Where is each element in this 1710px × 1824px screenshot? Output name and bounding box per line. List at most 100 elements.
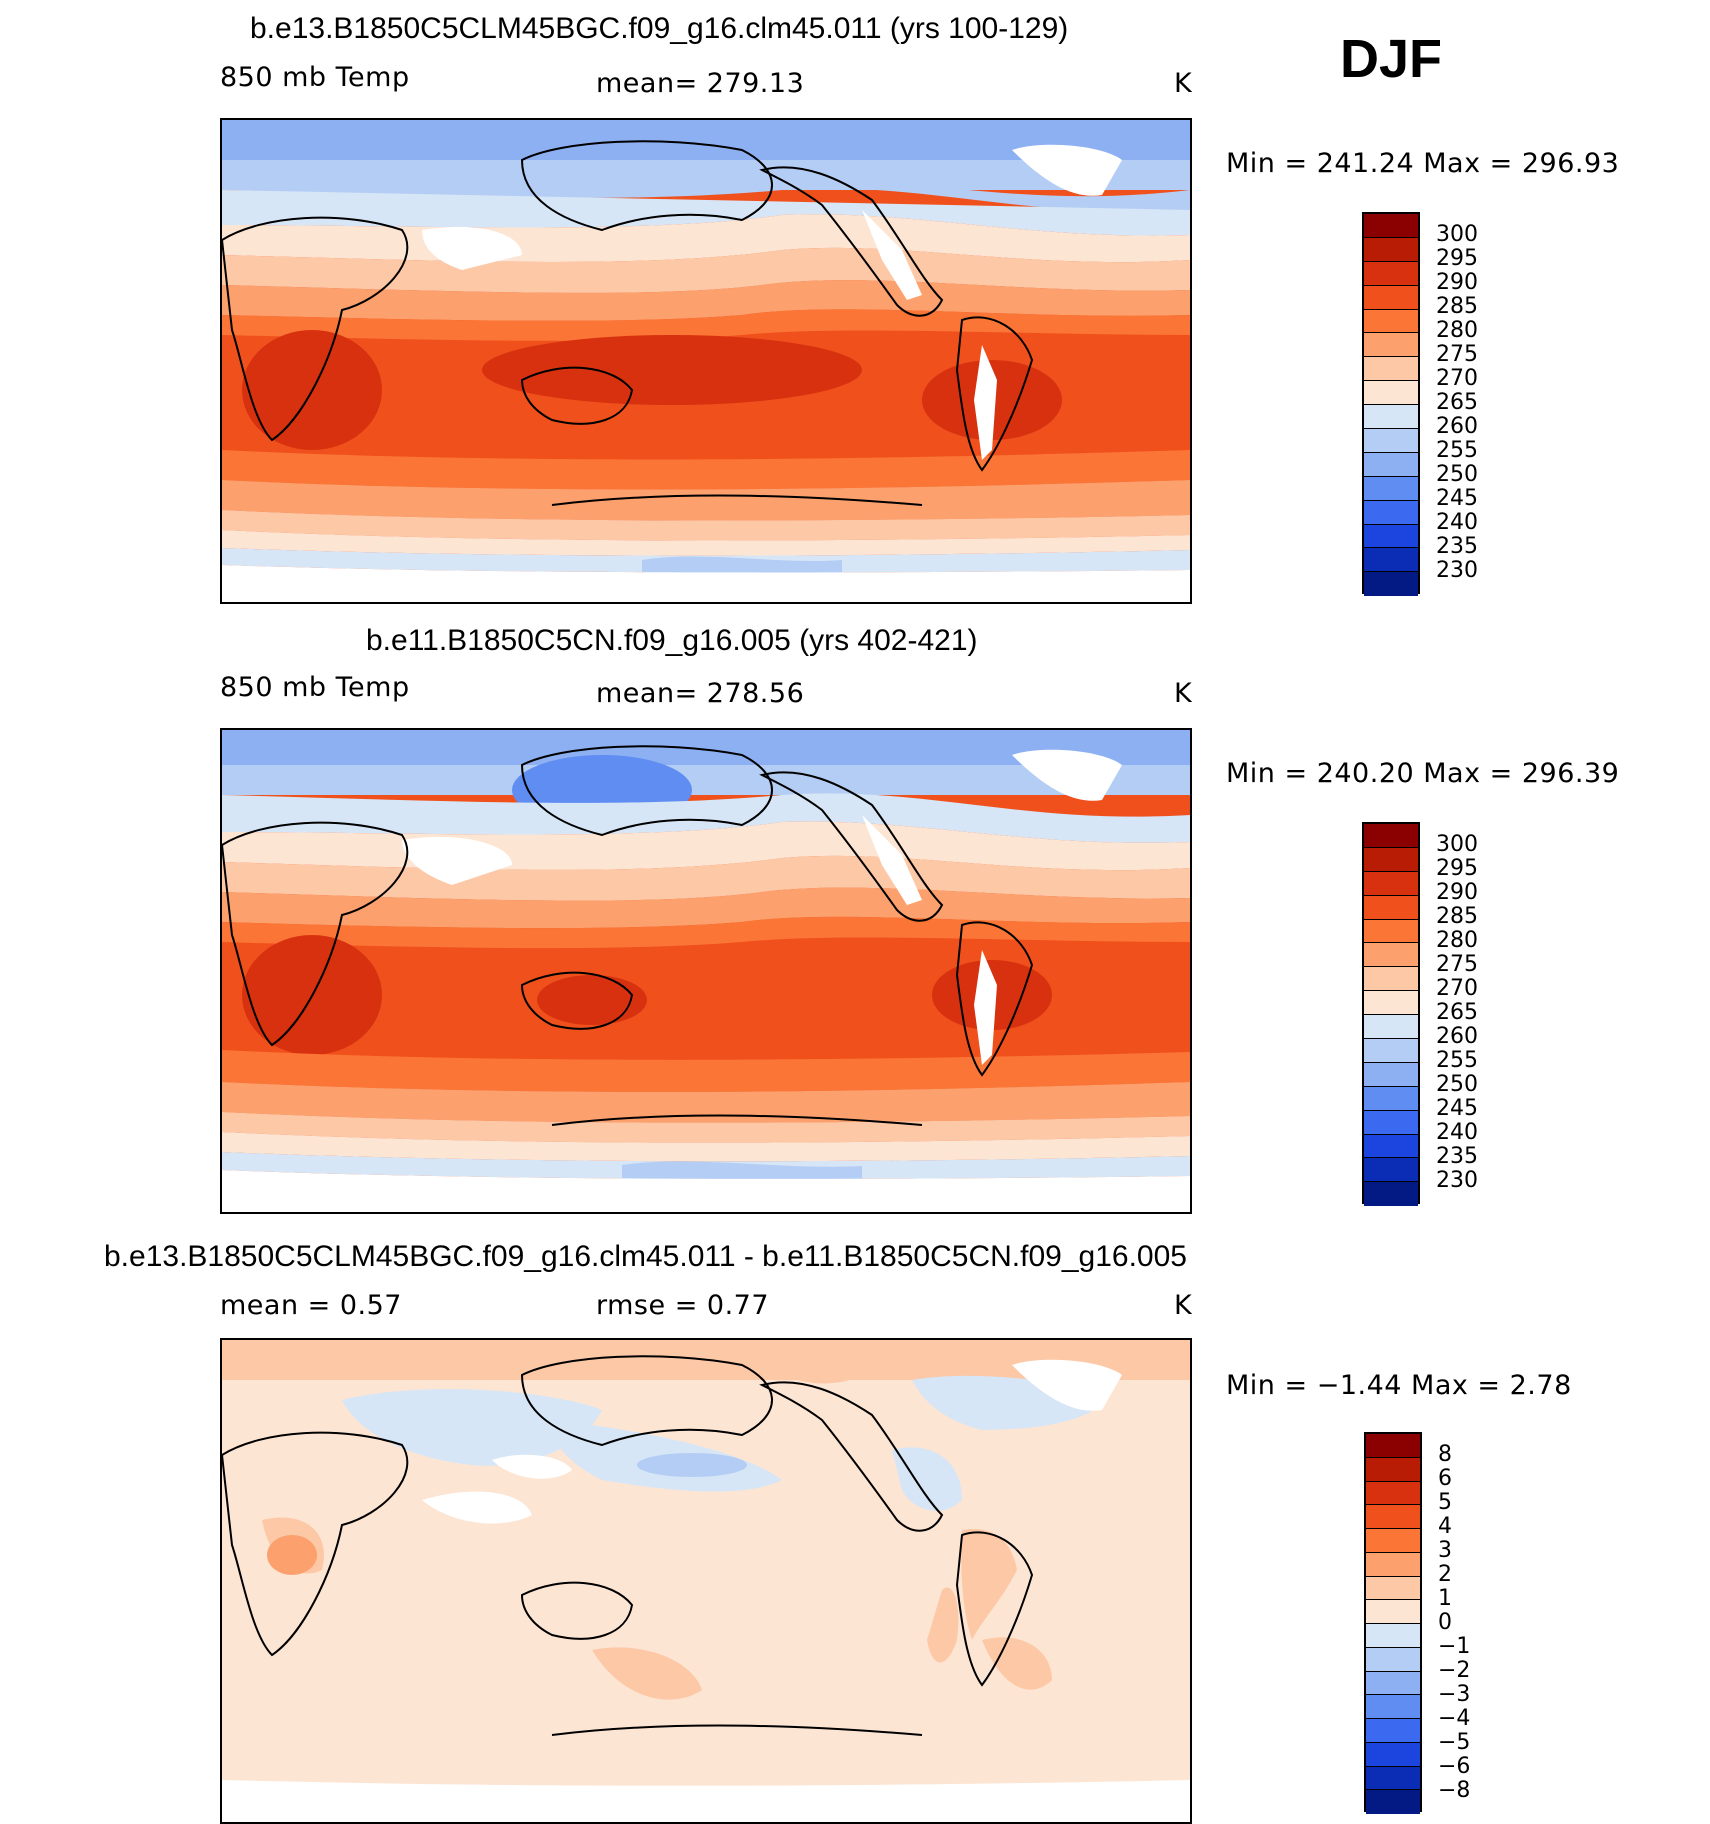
colorbar-tick-label: 290	[1436, 270, 1478, 295]
colorbar-cell	[1364, 500, 1418, 525]
colorbar-tick-label: 240	[1436, 510, 1478, 535]
panel3-mean: mean = 0.57	[220, 1290, 402, 1321]
colorbar-cell	[1364, 1039, 1418, 1063]
colorbar-cell	[1364, 357, 1418, 382]
colorbar-tick-label: 265	[1436, 390, 1478, 415]
colorbar-tick-label: −3	[1438, 1682, 1471, 1707]
colorbar-cell	[1364, 333, 1418, 358]
colorbar-tick-label: 1	[1438, 1586, 1452, 1611]
colorbar-cell	[1366, 1529, 1420, 1553]
colorbar-cell	[1364, 237, 1418, 262]
panel2-units: K	[1174, 678, 1193, 709]
colorbar-cell	[1364, 919, 1418, 944]
panel2-minmax: Min = 240.20 Max = 296.39	[1226, 758, 1620, 789]
colorbar-cell	[1366, 1647, 1420, 1672]
colorbar-tick-label: −4	[1438, 1706, 1471, 1731]
panel1-title: b.e13.B1850C5CLM45BGC.f09_g16.clm45.011 …	[250, 12, 1069, 45]
colorbar-tick-label: 275	[1436, 342, 1478, 367]
colorbar-cell	[1364, 1182, 1418, 1207]
colorbar-cell	[1364, 524, 1418, 549]
colorbar-cell	[1364, 991, 1418, 1016]
panel2-mean: mean= 278.56	[596, 678, 805, 709]
colorbar-tick-label: −6	[1438, 1754, 1471, 1779]
colorbar-tick-label: 270	[1436, 976, 1478, 1001]
colorbar-cell	[1364, 214, 1418, 238]
panel3-units: K	[1174, 1290, 1193, 1321]
colorbar-cell	[1364, 943, 1418, 968]
colorbar-tick-label: 265	[1436, 1000, 1478, 1025]
colorbar-cell	[1364, 824, 1418, 848]
panel1-variable: 850 mb Temp	[220, 62, 410, 93]
panel2-variable: 850 mb Temp	[220, 672, 410, 703]
colorbar-cell	[1364, 381, 1418, 406]
colorbar-cell	[1364, 452, 1418, 477]
colorbar-tick-label: 300	[1436, 222, 1478, 247]
colorbar-tick-label: 250	[1436, 1072, 1478, 1097]
colorbar-cell	[1366, 1624, 1420, 1648]
colorbar-cell	[1364, 476, 1418, 501]
colorbar-tick-label: 230	[1436, 1168, 1478, 1193]
colorbar-tick-label: 2	[1438, 1562, 1452, 1587]
colorbar-tick-label: 245	[1436, 1096, 1478, 1121]
season-label: DJF	[1340, 29, 1443, 89]
colorbar-cell	[1366, 1766, 1420, 1791]
colorbar-tick-label: 235	[1436, 1144, 1478, 1169]
colorbar-cell	[1364, 1134, 1418, 1159]
colorbar-cell	[1364, 548, 1418, 573]
colorbar-tick-label: 260	[1436, 414, 1478, 439]
colorbar-cell	[1364, 895, 1418, 920]
colorbar-cell	[1364, 429, 1418, 453]
panel1-map	[220, 118, 1192, 604]
panel1-minmax: Min = 241.24 Max = 296.93	[1226, 148, 1620, 179]
colorbar-cell	[1364, 1015, 1418, 1040]
colorbar-cell	[1364, 1062, 1418, 1087]
colorbar-tick-label: 6	[1438, 1466, 1452, 1491]
colorbar-tick-label: −5	[1438, 1730, 1471, 1755]
colorbar-cell	[1364, 572, 1418, 597]
colorbar-tick-label: 255	[1436, 1048, 1478, 1073]
colorbar-cell	[1366, 1434, 1420, 1458]
colorbar-tick-label: 275	[1436, 952, 1478, 977]
panel2-map	[220, 728, 1192, 1214]
panel3-rmse: rmse = 0.77	[596, 1290, 770, 1321]
panel3-minmax: Min = −1.44 Max = 2.78	[1226, 1370, 1572, 1401]
panel3-map	[220, 1338, 1192, 1824]
colorbar-cell	[1364, 967, 1418, 992]
colorbar-cell	[1364, 261, 1418, 286]
colorbar-tick-label: −8	[1438, 1778, 1471, 1803]
colorbar-tick-label: 285	[1436, 294, 1478, 319]
colorbar-tick-label: 290	[1436, 880, 1478, 905]
colorbar-cell	[1366, 1552, 1420, 1577]
colorbar-cell	[1366, 1600, 1420, 1624]
colorbar-tick-label: 260	[1436, 1024, 1478, 1049]
colorbar-tick-label: 295	[1436, 246, 1478, 271]
colorbar-cell	[1366, 1481, 1420, 1506]
colorbar-cell	[1366, 1505, 1420, 1529]
colorbar-cell	[1364, 309, 1418, 334]
colorbar-tick-label: 250	[1436, 462, 1478, 487]
colorbar-tick-label: 300	[1436, 832, 1478, 857]
panel3-map-field	[222, 1340, 1190, 1816]
colorbar-cell	[1366, 1742, 1420, 1767]
colorbar-tick-label: −2	[1438, 1658, 1471, 1683]
panel1-colorbar	[1362, 212, 1420, 597]
panel2-colorbar	[1362, 822, 1420, 1207]
colorbar-cell	[1364, 285, 1418, 310]
colorbar-tick-label: −1	[1438, 1634, 1471, 1659]
colorbar-cell	[1364, 871, 1418, 896]
colorbar-cell	[1364, 1110, 1418, 1135]
colorbar-tick-label: 240	[1436, 1120, 1478, 1145]
panel1-mean: mean= 279.13	[596, 68, 805, 99]
colorbar-tick-label: 5	[1438, 1490, 1452, 1515]
colorbar-tick-label: 230	[1436, 558, 1478, 583]
colorbar-cell	[1364, 1086, 1418, 1111]
panel2-title: b.e11.B1850C5CN.f09_g16.005 (yrs 402-421…	[366, 624, 978, 657]
colorbar-tick-label: 3	[1438, 1538, 1452, 1563]
colorbar-tick-label: 235	[1436, 534, 1478, 559]
colorbar-cell	[1366, 1790, 1420, 1814]
colorbar-cell	[1364, 405, 1418, 430]
colorbar-tick-label: 280	[1436, 928, 1478, 953]
colorbar-tick-label: 295	[1436, 856, 1478, 881]
colorbar-tick-label: 280	[1436, 318, 1478, 343]
colorbar-cell	[1366, 1719, 1420, 1743]
